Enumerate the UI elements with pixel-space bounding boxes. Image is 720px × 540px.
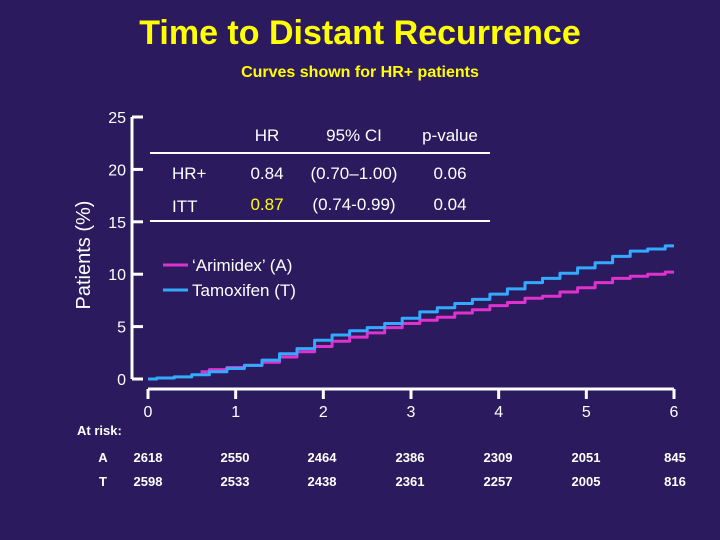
y-tick-label: 10 bbox=[108, 267, 126, 284]
at-risk-value: 2550 bbox=[221, 450, 250, 465]
at-risk-value: 845 bbox=[664, 450, 686, 465]
slide-subtitle: Curves shown for HR+ patients bbox=[241, 64, 479, 81]
stats-row-label: ITT bbox=[172, 197, 198, 216]
stats-row-ci: (0.70–1.00) bbox=[311, 164, 398, 183]
slide-title: Time to Distant Recurrence bbox=[139, 14, 581, 52]
stats-row-p: 0.06 bbox=[433, 164, 466, 183]
at-risk-value: 2361 bbox=[396, 474, 425, 489]
at-risk-row-label: A bbox=[98, 450, 108, 465]
stats-row-hr: 0.84 bbox=[250, 164, 283, 183]
at-risk-value: 2464 bbox=[308, 450, 338, 465]
series-line-tamoxifen bbox=[148, 244, 674, 381]
x-tick-label: 4 bbox=[494, 404, 503, 421]
axes: 0 5 10 15 20 25 0 1 2 3 4 5 6 bbox=[108, 110, 678, 421]
at-risk-table: At risk: A 2618 2550 2464 2386 2309 2051 845 T 25… bbox=[77, 423, 686, 489]
x-tick-label: 2 bbox=[319, 404, 328, 421]
legend-label-tamoxifen: Tamoxifen (T) bbox=[192, 281, 296, 300]
at-risk-value: 2438 bbox=[308, 474, 337, 489]
at-risk-value: 2257 bbox=[484, 474, 513, 489]
y-tick-label: 0 bbox=[117, 372, 126, 389]
stats-row-p: 0.04 bbox=[433, 195, 466, 214]
at-risk-value: 2598 bbox=[134, 474, 163, 489]
y-tick-label: 25 bbox=[108, 110, 126, 127]
at-risk-rows: A 2618 2550 2464 2386 2309 2051 845 T 2598 2533 243… bbox=[98, 450, 686, 489]
at-risk-value: 2533 bbox=[221, 474, 250, 489]
at-risk-value: 2386 bbox=[396, 450, 425, 465]
y-tick-label: 20 bbox=[108, 162, 126, 179]
stats-table: HR 95% CI p-value HR+ 0.84 (0.70–1.00) 0… bbox=[150, 126, 490, 222]
at-risk-label: At risk: bbox=[77, 423, 122, 438]
x-tick-label: 1 bbox=[231, 404, 240, 421]
stats-header-p: p-value bbox=[422, 126, 478, 145]
at-risk-value: 2051 bbox=[572, 450, 601, 465]
x-tick-label: 5 bbox=[582, 404, 591, 421]
y-axis-label: Patients (%) bbox=[73, 201, 95, 310]
stats-header-hr: HR bbox=[255, 126, 280, 145]
at-risk-value: 2005 bbox=[572, 474, 601, 489]
at-risk-value: 2618 bbox=[134, 450, 163, 465]
y-tick-label: 5 bbox=[117, 320, 126, 337]
at-risk-row-label: T bbox=[99, 474, 107, 489]
x-tick-label: 0 bbox=[144, 404, 153, 421]
legend: ‘Arimidex’ (A) Tamoxifen (T) bbox=[163, 256, 296, 300]
x-tick-label: 6 bbox=[670, 404, 679, 421]
y-tick-label: 15 bbox=[108, 215, 126, 232]
series-layer bbox=[148, 244, 674, 381]
legend-label-arimidex: ‘Arimidex’ (A) bbox=[192, 256, 292, 275]
x-tick-label: 3 bbox=[407, 404, 416, 421]
stats-header-ci: 95% CI bbox=[326, 126, 382, 145]
at-risk-value: 816 bbox=[664, 474, 686, 489]
stats-row-ci: (0.74-0.99) bbox=[312, 195, 395, 214]
stats-row-hr-highlight: 0.87 bbox=[250, 195, 283, 214]
at-risk-value: 2309 bbox=[484, 450, 513, 465]
stats-row-label: HR+ bbox=[172, 164, 207, 183]
